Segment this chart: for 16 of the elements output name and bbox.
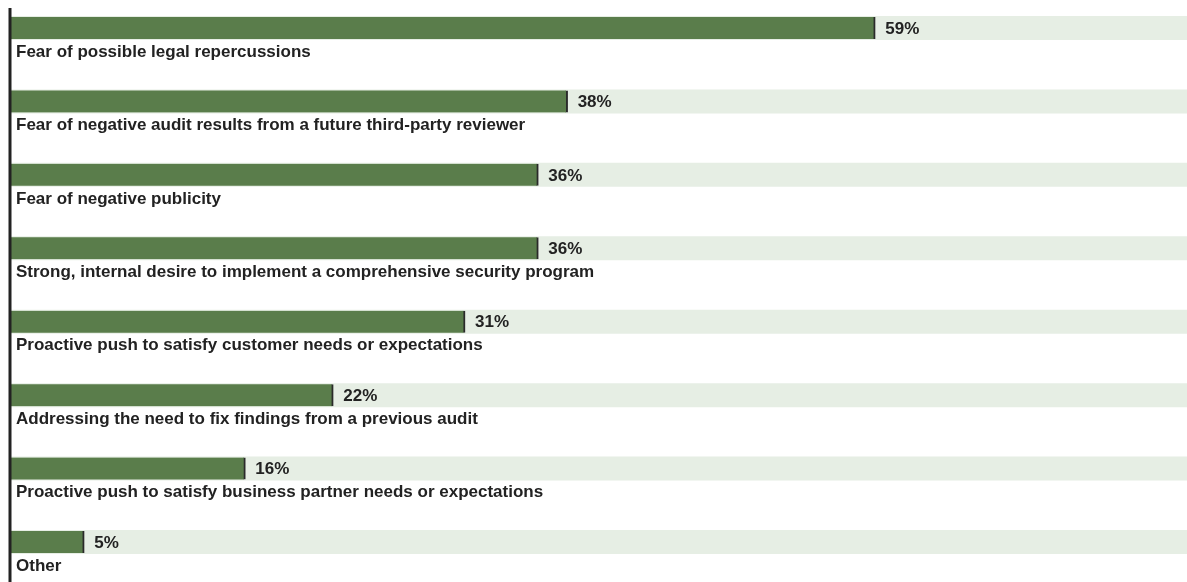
y-tick-label: Proactive push to satisfy business partner needs or expectations xyxy=(16,482,544,502)
y-tick-label: Fear of negative publicity xyxy=(16,188,222,208)
y-tick-label: Strong, internal desire to implement a comprehensive security program xyxy=(16,261,595,281)
data-label: 31% xyxy=(475,312,510,332)
data-label: 36% xyxy=(548,165,583,185)
data-label: 36% xyxy=(548,238,583,258)
data-label: 16% xyxy=(255,459,290,479)
y-tick-label: Fear of possible legal repercussions xyxy=(16,41,311,61)
y-tick-label: Other xyxy=(16,555,62,575)
data-label: 22% xyxy=(343,385,378,405)
data-label: 5% xyxy=(94,532,119,552)
data-label: 38% xyxy=(577,92,612,112)
y-tick-label: Proactive push to satisfy customer needs or expectations xyxy=(16,335,483,355)
y-tick-label: Addressing the need to fix findings from a previous audit xyxy=(16,408,479,428)
data-label: 59% xyxy=(885,18,920,38)
y-tick-label: Fear of negative audit results from a future third-party reviewer xyxy=(16,115,526,135)
